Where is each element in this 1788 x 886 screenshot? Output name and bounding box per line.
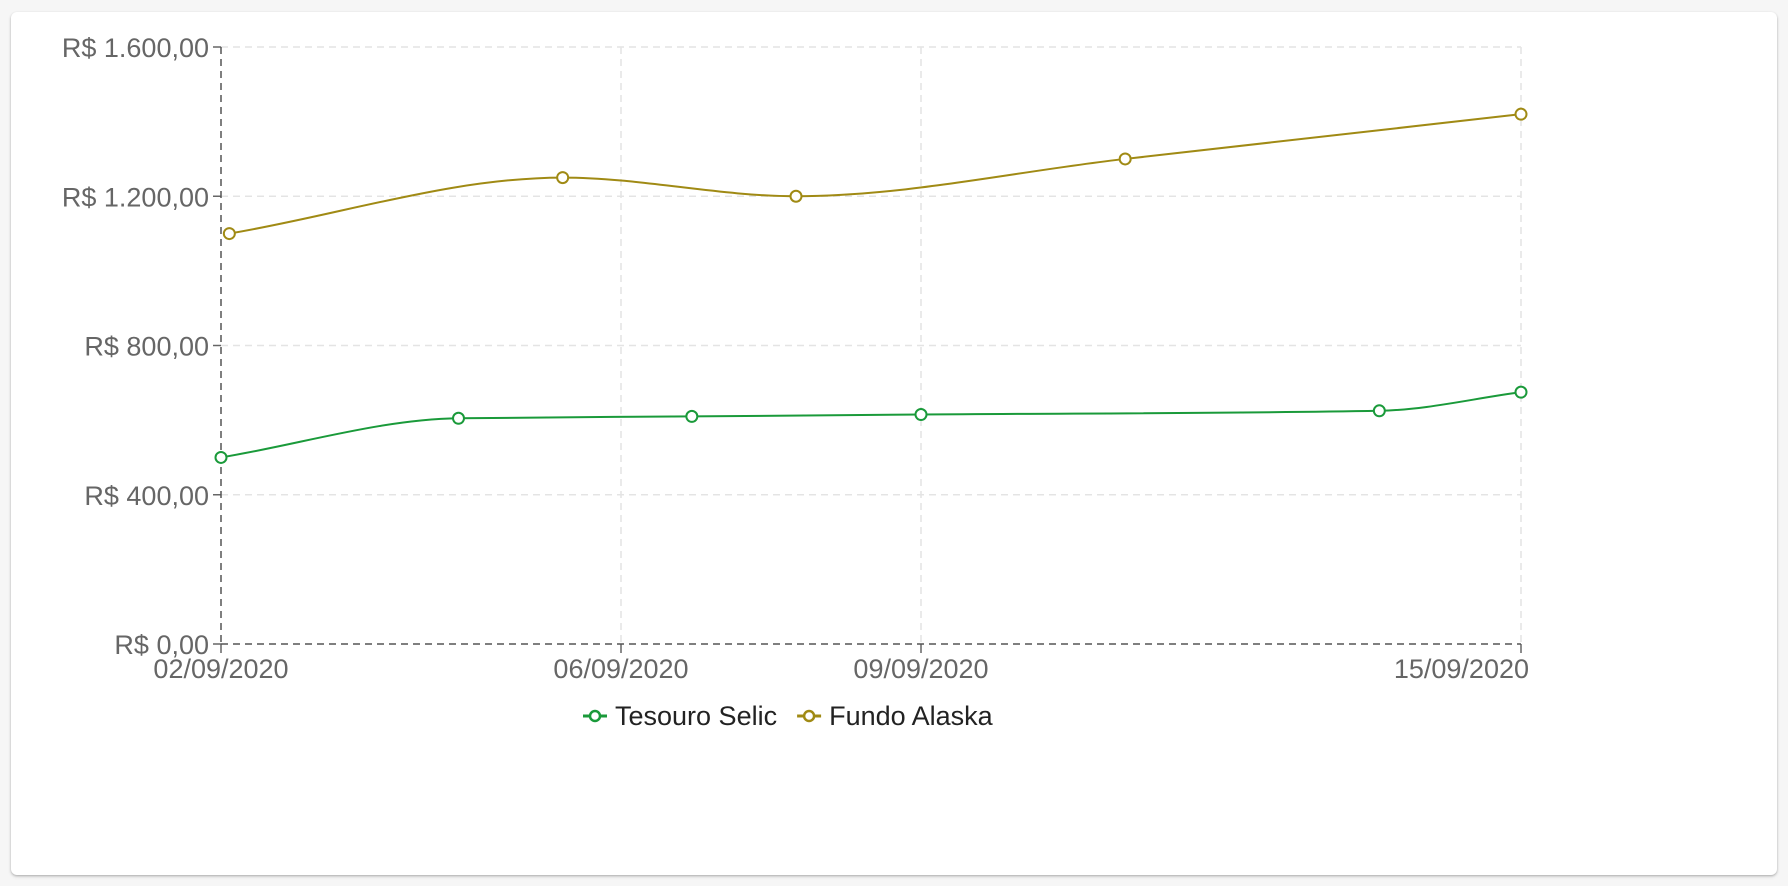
y-tick-label: R$ 400,00 [84,481,209,511]
data-point[interactable] [452,411,465,425]
x-tick-label: 09/09/2020 [853,654,988,684]
data-point[interactable] [214,450,228,464]
x-tick-label: 06/09/2020 [553,654,688,684]
data-point[interactable] [1372,404,1386,418]
data-point[interactable] [1514,385,1528,399]
series-layer [214,107,1528,464]
series-line-1 [229,113,1522,235]
legend-item-1[interactable]: Fundo Alaska [797,701,994,731]
data-point[interactable] [789,189,803,203]
data-point[interactable] [685,409,699,423]
legend-item-0[interactable]: Tesouro Selic [583,701,777,731]
line-chart: R$ 0,00 R$ 400,00 R$ 800,00 R$ 1.200,00 R$ 1… [62,33,1529,731]
legend-label: Fundo Alaska [829,701,994,731]
data-point[interactable] [1118,152,1132,166]
data-point[interactable] [914,408,928,422]
chart-card: R$ 0,00 R$ 400,00 R$ 800,00 R$ 1.200,00 R$ 1… [11,12,1777,875]
legend-marker [802,709,816,723]
data-point[interactable] [222,227,236,241]
axes: R$ 0,00 R$ 400,00 R$ 800,00 R$ 1.200,00 R$ 1… [62,33,1529,684]
series-line-0 [220,391,1522,459]
y-tick-label: R$ 800,00 [84,332,209,362]
legend-marker [588,709,602,723]
grid [221,46,1522,644]
data-point[interactable] [556,171,570,185]
x-tick-label: 02/09/2020 [153,654,288,684]
y-tick-label: R$ 0,00 [114,630,209,660]
x-tick-label: 15/09/2020 [1394,654,1529,684]
y-tick-label: R$ 1.200,00 [62,182,209,212]
data-point[interactable] [1514,107,1528,121]
legend[interactable]: Tesouro Selic Fundo Alaska [583,701,994,731]
legend-label: Tesouro Selic [615,701,777,731]
y-tick-label: R$ 1.600,00 [62,33,209,63]
